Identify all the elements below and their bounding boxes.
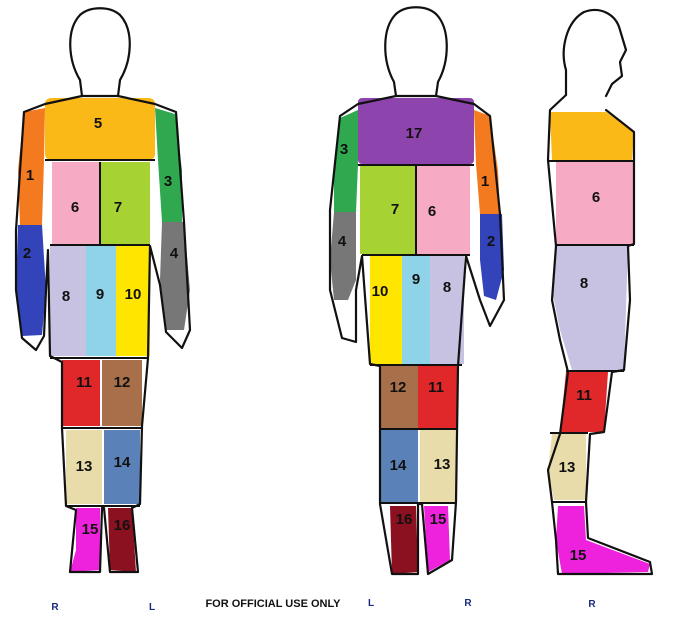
- front-zone-5: [45, 98, 155, 160]
- profile-zone-shoulder: [550, 112, 634, 160]
- profile-zone-11: [560, 372, 608, 432]
- back-zone-12: [380, 366, 418, 428]
- front-label-9: 9: [96, 286, 104, 303]
- profile-label-6: 6: [592, 189, 600, 206]
- back-zone-9: [402, 256, 430, 364]
- profile-body-outline: [546, 93, 654, 576]
- front-label-10: 10: [125, 286, 142, 303]
- front-zone-8: [50, 246, 86, 356]
- back-zone-3: [334, 110, 358, 212]
- profile-head-outline: [562, 8, 628, 98]
- back-zone-1: [474, 110, 500, 214]
- front-label-12: 12: [114, 374, 131, 391]
- back-zone-14: [380, 430, 418, 502]
- back-head-outline: [384, 6, 448, 98]
- profile-label-13: 13: [559, 459, 576, 476]
- back-label-6: 6: [428, 203, 436, 220]
- back-label-2: 2: [487, 233, 495, 250]
- front-zone-9: [86, 246, 116, 356]
- profile-label-8: 8: [580, 275, 588, 292]
- back-view: 17 3 1 4 2 7 6 10 9 8 12 11 14 13 16 15: [328, 6, 506, 576]
- front-zone-2: [16, 225, 46, 336]
- profile-zone-6: [556, 162, 634, 244]
- front-side-label-right: R: [51, 602, 59, 613]
- back-label-7: 7: [391, 201, 399, 218]
- front-zone-13: [66, 430, 102, 504]
- front-label-11: 11: [76, 374, 92, 391]
- front-zone-3: [155, 108, 182, 222]
- back-label-15: 15: [430, 511, 447, 528]
- front-zone-12: [102, 360, 142, 426]
- profile-label-11: 11: [576, 387, 592, 404]
- front-zone-7: [100, 162, 150, 244]
- profile-label-15: 15: [570, 547, 587, 564]
- profile-zone-13: [548, 434, 586, 500]
- front-zone-15: [70, 508, 100, 572]
- front-label-7: 7: [114, 199, 122, 216]
- profile-zone-8: [552, 246, 628, 370]
- back-label-8: 8: [443, 279, 451, 296]
- back-label-3: 3: [340, 141, 348, 158]
- front-body-outline: [14, 94, 192, 574]
- front-label-1: 1: [26, 167, 34, 184]
- profile-side-label-right: R: [588, 599, 596, 610]
- back-zone-10: [370, 256, 402, 364]
- back-side-label-left: L: [368, 598, 374, 609]
- front-label-3: 3: [164, 173, 172, 190]
- back-zone-17: [358, 98, 474, 164]
- back-label-17: 17: [406, 125, 423, 142]
- back-zone-2: [480, 214, 504, 300]
- back-label-1: 1: [481, 173, 489, 190]
- front-zone-11: [62, 360, 100, 426]
- front-label-6: 6: [71, 199, 79, 216]
- back-zone-16: [390, 506, 418, 574]
- front-label-14: 14: [114, 454, 131, 471]
- front-label-2: 2: [23, 245, 31, 262]
- back-label-12: 12: [390, 379, 407, 396]
- front-head-outline: [69, 7, 131, 98]
- profile-zone-15: [556, 506, 650, 574]
- back-zone-8: [430, 256, 464, 364]
- back-zone-15: [424, 506, 450, 572]
- front-zone-6: [52, 162, 100, 244]
- front-zone-10: [116, 246, 150, 356]
- front-view: 5 1 2 3 4 6 7 8 9 10 11 12 13 14 15 16: [14, 7, 192, 574]
- front-label-8: 8: [62, 288, 70, 305]
- back-zone-11: [418, 366, 458, 428]
- front-label-5: 5: [94, 115, 102, 132]
- back-label-10: 10: [372, 283, 389, 300]
- back-label-13: 13: [434, 456, 451, 473]
- front-label-15: 15: [82, 521, 99, 538]
- back-zone-6: [416, 166, 470, 254]
- back-label-9: 9: [412, 271, 420, 288]
- back-label-4: 4: [338, 233, 347, 250]
- back-zone-13: [420, 430, 456, 502]
- official-use-footer: FOR OFFICIAL USE ONLY: [205, 598, 341, 610]
- back-zone-7: [360, 166, 416, 254]
- back-label-11: 11: [428, 379, 444, 396]
- back-side-label-right: R: [464, 598, 472, 609]
- front-label-4: 4: [170, 245, 179, 262]
- front-zone-1: [18, 108, 45, 225]
- back-label-16: 16: [396, 511, 413, 528]
- front-side-label-left: L: [149, 602, 155, 613]
- profile-view: 6 8 11 13 15: [546, 8, 654, 576]
- front-zone-16: [108, 508, 136, 572]
- back-body-outline: [328, 94, 506, 576]
- back-zone-4: [330, 212, 356, 300]
- front-zone-14: [104, 430, 140, 504]
- front-label-16: 16: [114, 517, 131, 534]
- back-label-14: 14: [390, 457, 407, 474]
- front-label-13: 13: [76, 458, 93, 475]
- front-zone-4: [160, 222, 190, 330]
